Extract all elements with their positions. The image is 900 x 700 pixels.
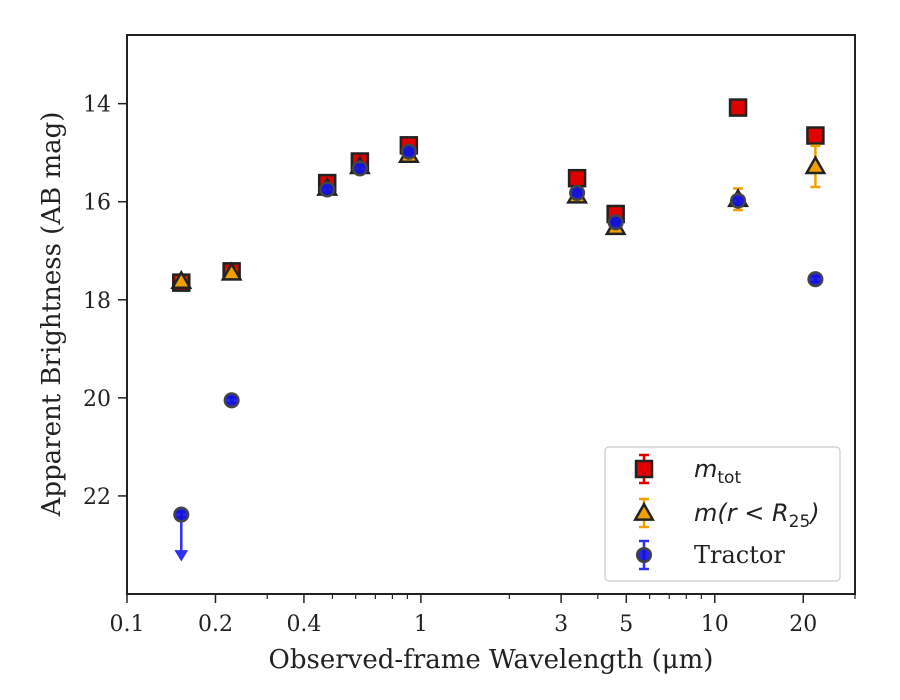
- data-point-triangle: [804, 155, 827, 175]
- x-tick-label: 1: [414, 612, 428, 637]
- data-point-circle: [173, 506, 190, 523]
- legend-marker-triangle: [633, 501, 655, 521]
- data-point-square: [806, 126, 825, 145]
- data-point-circle: [569, 184, 586, 201]
- y-tick-label: 18: [83, 289, 111, 314]
- legend-label-main: m(r < R: [694, 499, 789, 527]
- data-point-square: [728, 98, 748, 117]
- legend-label-subscript: tot: [717, 468, 741, 488]
- x-tick-label: 20: [789, 612, 817, 637]
- x-tick-label: 10: [701, 612, 729, 637]
- series-circle: [173, 143, 824, 562]
- y-tick-label: 16: [83, 191, 111, 216]
- legend-label-main: m: [694, 455, 717, 483]
- upper-limit-arrowhead: [174, 550, 189, 562]
- legend-label: m(r < R25): [694, 499, 820, 532]
- legend-marker-circle: [635, 546, 653, 564]
- data-point-square: [567, 168, 587, 188]
- plot-area: [170, 98, 827, 562]
- data-point-circle: [351, 160, 368, 177]
- x-tick-label: 3: [554, 612, 568, 637]
- data-point-circle: [607, 214, 624, 231]
- legend-label: mtot: [694, 455, 741, 488]
- x-axis-label: Observed-frame Wavelength (μm): [269, 645, 714, 675]
- data-point-circle: [729, 192, 747, 209]
- x-tick-label: 5: [619, 612, 633, 637]
- y-axis-label: Apparent Brightness (AB mag): [37, 112, 67, 518]
- legend-label: Tractor: [694, 541, 785, 569]
- plot-frame: [126, 34, 856, 595]
- x-tick-label: 0.4: [286, 612, 321, 637]
- data-point-circle: [807, 271, 824, 288]
- axes-ticks: 0.1 0.2 0.4 1 3 5 10 20 14 16 18 20 22: [83, 93, 856, 637]
- y-tick-label: 22: [83, 485, 111, 510]
- x-tick-label: 0.2: [198, 612, 233, 637]
- data-point-circle: [223, 392, 240, 409]
- legend: mtot m(r < R25) Tractor: [604, 446, 841, 582]
- legend-box: [604, 446, 841, 582]
- legend-label-tail: ): [808, 499, 819, 527]
- legend-label-subscript: 25: [789, 512, 811, 532]
- data-point-triangle: [220, 261, 243, 281]
- x-tick-label: 0.1: [110, 612, 145, 637]
- data-point-triangle: [170, 269, 193, 290]
- legend-marker-square: [634, 459, 654, 479]
- y-tick-label: 20: [83, 387, 111, 412]
- data-point-circle: [319, 181, 336, 198]
- data-point-circle: [400, 143, 417, 160]
- y-tick-label: 14: [83, 93, 111, 118]
